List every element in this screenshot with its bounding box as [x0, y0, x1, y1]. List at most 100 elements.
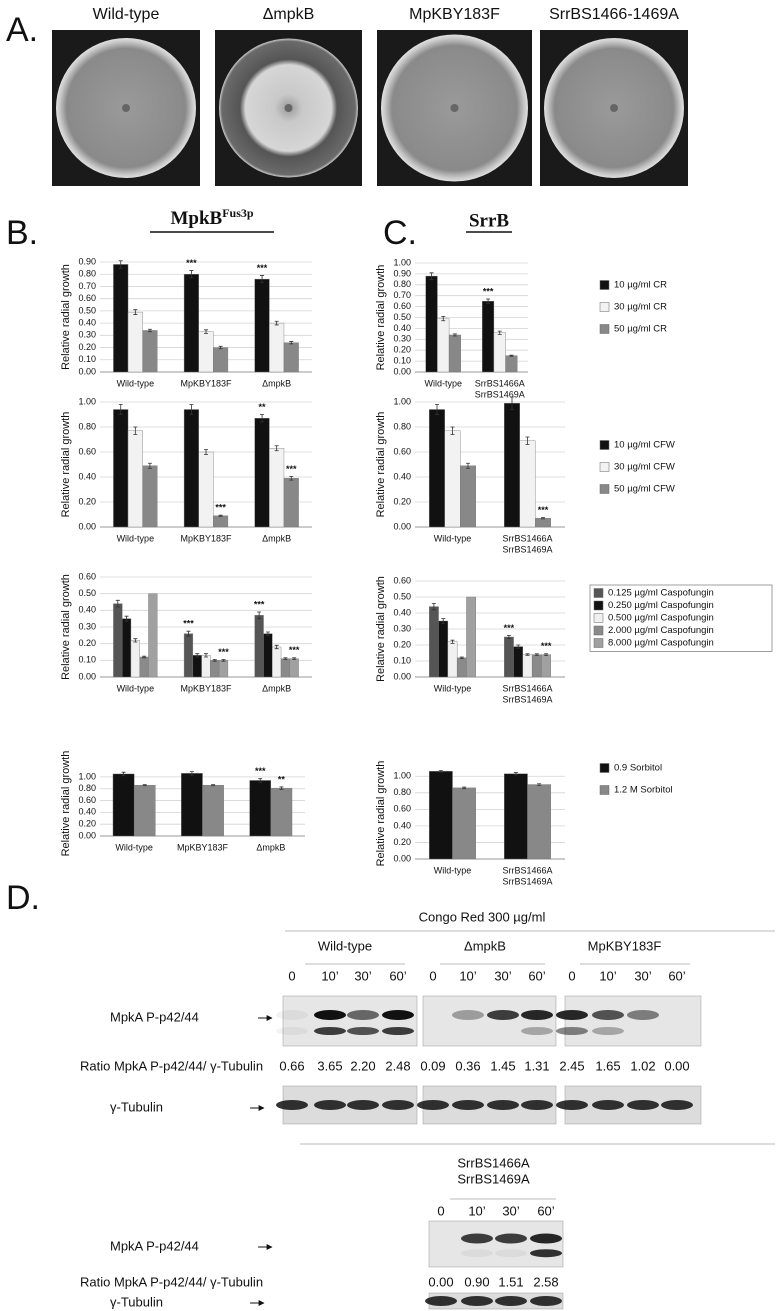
bar: [541, 654, 551, 678]
bar: [249, 780, 272, 837]
significance: ***: [254, 599, 265, 609]
error-bar: [544, 653, 549, 656]
bar: [148, 593, 158, 678]
legend-swatch: [599, 484, 610, 494]
legend-swatch: [599, 302, 610, 312]
bar: [254, 615, 264, 678]
plate-label: ΔmpkB: [263, 6, 315, 23]
band: [487, 1010, 519, 1020]
y-tick-label: 0.50: [393, 591, 411, 601]
error-bar: [221, 659, 226, 662]
band: [530, 1233, 562, 1244]
y-tick-label: 0.60: [78, 571, 96, 581]
ratio-value: 1.45: [490, 1058, 515, 1073]
band: [556, 1100, 588, 1110]
band: [521, 1027, 553, 1035]
error-bar: [147, 462, 152, 469]
bar: [142, 465, 158, 528]
bar: [269, 322, 285, 373]
bar: [130, 640, 140, 678]
y-tick-label: 0.20: [393, 837, 411, 847]
time-label: 10’: [321, 968, 338, 983]
error-bar: [204, 653, 208, 658]
y-tick-label: 0.50: [393, 312, 411, 322]
y-tick-label: 0.60: [78, 795, 96, 805]
band: [276, 1010, 308, 1020]
band: [314, 1027, 346, 1035]
x-tick-label: SrrBS1469A: [475, 389, 525, 399]
error-bar: [204, 329, 208, 334]
ratio-value: 1.65: [595, 1058, 620, 1073]
error-bar: [274, 445, 279, 452]
significance: ***: [483, 286, 494, 296]
significance: ***: [286, 464, 297, 474]
band: [556, 1010, 588, 1020]
y-tick-label: 0.60: [393, 446, 411, 456]
band: [495, 1249, 527, 1258]
error-bar: [257, 611, 262, 620]
bar: [198, 451, 214, 528]
time-label: 0: [568, 968, 575, 983]
error-bar: [450, 639, 455, 644]
error-bar: [260, 275, 265, 284]
ratio-value: 2.58: [533, 1274, 558, 1289]
y-tick-label: 1.00: [78, 396, 96, 406]
bar: [112, 773, 135, 837]
bar: [133, 784, 156, 837]
legend-swatch: [599, 280, 610, 290]
time-label: 60’: [668, 968, 685, 983]
y-tick-label: 0.50: [78, 305, 96, 315]
ratio-value: 1.02: [630, 1058, 655, 1073]
x-tick-label: SrrBS1466A: [475, 378, 525, 388]
bar: [504, 773, 528, 860]
x-tick-label: Wild-type: [117, 683, 155, 693]
x-tick-label: Wild-type: [117, 378, 155, 388]
time-label: 30’: [634, 968, 651, 983]
strain-label: ΔmpkB: [464, 938, 506, 953]
x-tick-label: MpKBY183F: [180, 533, 232, 543]
y-tick-label: 0.20: [393, 639, 411, 649]
error-bar: [509, 354, 514, 357]
bar: [201, 655, 211, 678]
error-bar: [274, 644, 279, 650]
error-bar: [279, 786, 284, 790]
y-axis-label: Relative radial growth: [375, 761, 387, 867]
row-label: Ratio MpkA P-p42/44/ γ-Tubulin: [80, 1274, 263, 1289]
y-tick-label: 0.30: [78, 621, 96, 631]
error-bar: [274, 320, 279, 326]
y-axis-label: Relative radial growth: [375, 265, 387, 371]
error-bar: [541, 517, 545, 520]
band: [314, 1100, 346, 1110]
band: [382, 1010, 414, 1020]
time-label: 0: [437, 1203, 444, 1218]
error-bar: [195, 653, 200, 658]
band: [521, 1010, 553, 1020]
band: [425, 1296, 457, 1306]
band: [417, 1100, 449, 1110]
bar: [213, 515, 229, 528]
bar: [448, 334, 461, 373]
row-label: γ-Tubulin: [110, 1099, 163, 1114]
significance: ***: [215, 503, 226, 513]
ratio-value: 1.51: [498, 1274, 523, 1289]
bar: [504, 403, 520, 528]
x-tick-label: SrrBS1469A: [502, 694, 552, 704]
legend-swatch: [593, 625, 604, 636]
band: [276, 1100, 308, 1110]
error-bar: [506, 635, 511, 639]
bar: [283, 342, 299, 373]
bar: [429, 606, 439, 678]
plate-center: [450, 104, 459, 112]
error-bar: [289, 341, 294, 345]
blot-phospho: [422, 995, 557, 1047]
error-bar: [289, 475, 294, 481]
bar: [447, 641, 458, 678]
error-bar: [133, 309, 138, 315]
y-axis-label: Relative radial growth: [60, 264, 72, 370]
bar: [531, 654, 542, 678]
time-label: 10’: [459, 968, 476, 983]
time-label: 60’: [389, 968, 406, 983]
error-bar: [258, 778, 263, 783]
blot-phospho: [564, 995, 702, 1047]
bar: [429, 409, 445, 528]
